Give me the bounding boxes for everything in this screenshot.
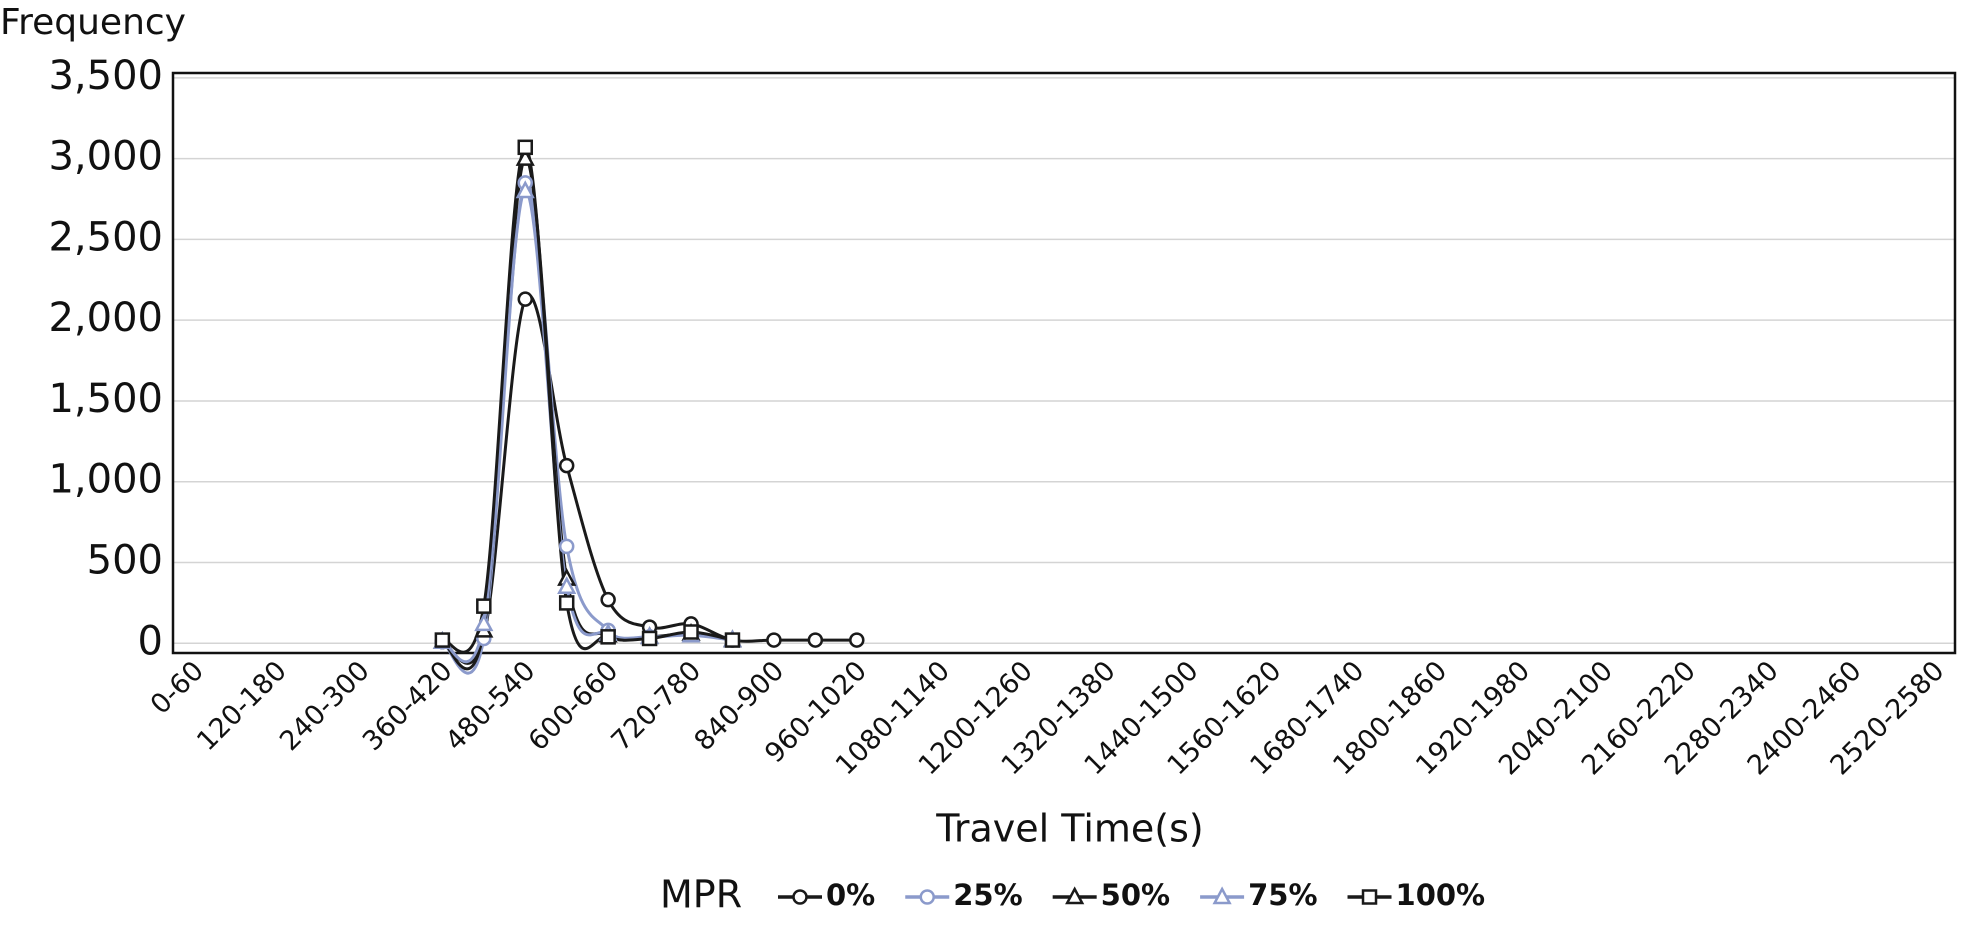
legend-item: 75% — [1200, 878, 1318, 912]
x-tick-label: 720-780 — [606, 655, 708, 757]
legend-item: 0% — [778, 878, 875, 912]
legend-label: 50% — [1101, 878, 1170, 912]
legend-item: 50% — [1052, 878, 1170, 912]
legend-title: MPR — [660, 873, 742, 917]
y-tick-label: 3,000 — [48, 134, 163, 180]
data-point — [476, 598, 492, 614]
x-tick-label: 600-660 — [523, 655, 625, 757]
y-tick-label: 2,000 — [48, 295, 163, 341]
data-point — [558, 457, 575, 474]
data-point — [641, 630, 658, 647]
legend-marker — [1065, 886, 1085, 905]
y-tick-label: 2,500 — [48, 214, 163, 260]
data-point — [557, 576, 577, 595]
data-point — [807, 632, 824, 648]
y-tick-label: 1,500 — [48, 376, 163, 422]
data-point — [558, 595, 575, 611]
legend-item: 100% — [1347, 878, 1486, 912]
data-point — [474, 613, 494, 632]
data-point — [434, 632, 451, 648]
legend-marker — [1361, 889, 1378, 905]
data-point — [600, 629, 616, 645]
legend-label: 100% — [1396, 878, 1486, 912]
legend-label: 25% — [953, 878, 1022, 912]
data-point — [558, 538, 575, 555]
x-tick-label: 360-420 — [357, 655, 459, 757]
y-tick-label: 500 — [87, 538, 163, 584]
data-point — [849, 632, 865, 648]
y-axis-title: Frequency — [0, 2, 186, 43]
data-point — [517, 139, 534, 156]
data-point — [517, 291, 534, 307]
x-tick-label: 480-540 — [440, 655, 542, 757]
legend-label: 75% — [1248, 878, 1317, 912]
data-point — [600, 591, 616, 608]
legend-marker — [1212, 886, 1232, 905]
plot-frame — [171, 71, 1957, 655]
x-tick-label: 240-300 — [274, 655, 376, 757]
data-point — [724, 632, 741, 648]
x-tick-label: 0-60 — [145, 655, 210, 720]
series-line — [441, 145, 733, 654]
legend-marker — [919, 889, 935, 905]
data-point — [515, 147, 535, 166]
legend-label: 0% — [826, 878, 875, 912]
data-point — [766, 632, 782, 648]
legend-marker — [792, 889, 808, 905]
x-axis-title: Travel Time(s) — [935, 807, 1203, 851]
x-tick-label: 120-180 — [191, 655, 293, 757]
legend-item: 25% — [905, 878, 1023, 912]
data-point — [515, 180, 535, 199]
y-tick-label: 0 — [138, 618, 163, 664]
y-tick-label: 1,000 — [48, 457, 163, 503]
data-point — [683, 624, 699, 640]
y-tick-label: 3,500 — [48, 53, 163, 99]
